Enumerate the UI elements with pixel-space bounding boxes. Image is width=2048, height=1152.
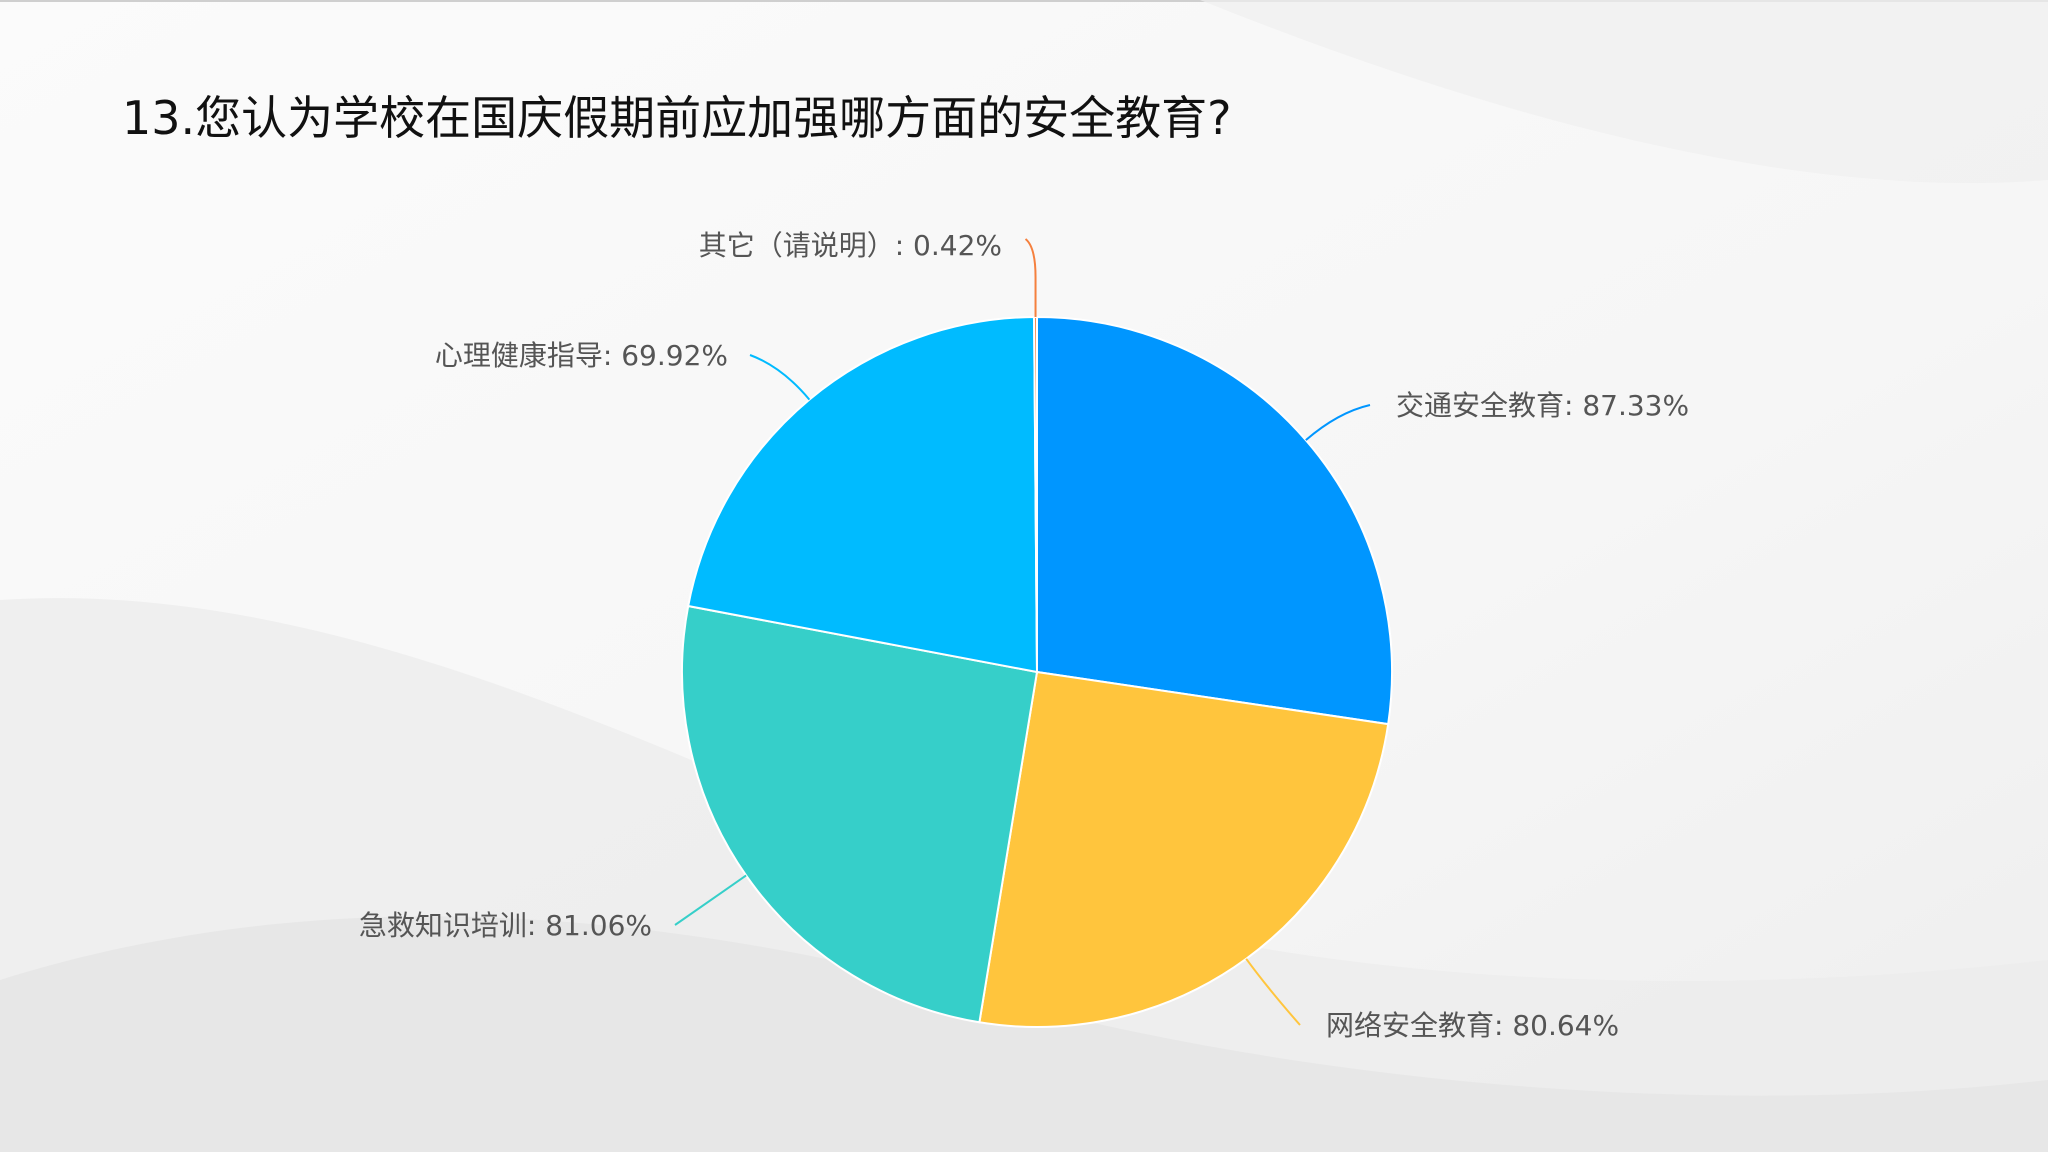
data-label: 网络安全教育: 80.64%	[1326, 1009, 1619, 1042]
data-label: 急救知识培训: 81.06%	[359, 909, 652, 942]
pie-slice	[681, 604, 1039, 1024]
data-label: 其它（请说明）: 0.42%	[699, 229, 1002, 262]
pie-slice	[687, 316, 1039, 674]
data-label: 交通安全教育: 87.33%	[1396, 389, 1689, 422]
slide-title: 13.您认为学校在国庆假期前应加强哪方面的安全教育?	[122, 91, 1232, 145]
pie-slice	[1036, 315, 1393, 726]
leader-line	[1305, 404, 1371, 441]
leader-line	[1245, 958, 1301, 1026]
leader-line	[1024, 238, 1037, 318]
pie-slice	[978, 670, 1390, 1028]
leader-line	[749, 354, 811, 401]
data-label: 心理健康指导: 69.92%	[435, 339, 728, 372]
leader-line	[674, 874, 747, 926]
